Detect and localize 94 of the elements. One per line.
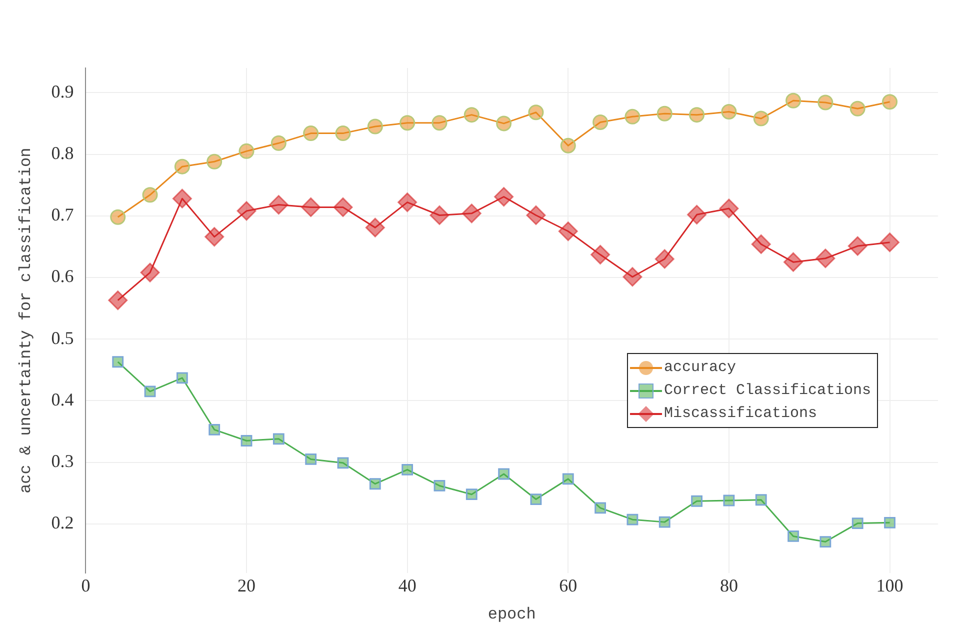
point <box>335 126 351 142</box>
point <box>691 495 702 507</box>
point <box>108 290 128 310</box>
point <box>852 518 864 529</box>
point <box>204 227 224 247</box>
point <box>850 100 866 116</box>
point <box>236 201 256 221</box>
point <box>721 104 737 120</box>
point <box>369 478 381 490</box>
point <box>142 187 158 203</box>
point <box>880 232 900 252</box>
point <box>240 435 252 446</box>
point <box>751 234 771 254</box>
point <box>788 530 799 542</box>
legend-label: Miscassifications <box>664 405 817 422</box>
point <box>174 158 190 174</box>
point <box>367 118 383 134</box>
point <box>818 94 834 110</box>
point <box>140 262 160 282</box>
x-tick-label: 20 <box>238 576 256 596</box>
point <box>786 92 802 108</box>
point <box>687 204 707 224</box>
point <box>270 135 286 151</box>
point <box>172 188 192 208</box>
point <box>432 115 448 131</box>
x-tick-label: 80 <box>720 576 738 596</box>
point <box>656 106 672 122</box>
point <box>689 107 705 123</box>
point <box>624 108 640 124</box>
point <box>816 248 836 268</box>
y-tick-label: 0.4 <box>51 389 74 410</box>
point <box>654 249 674 269</box>
x-tick-label: 40 <box>398 576 416 596</box>
point <box>626 514 638 526</box>
point <box>723 494 735 506</box>
point <box>208 424 220 436</box>
y-tick-label: 0.7 <box>51 204 74 225</box>
point <box>820 536 832 548</box>
y-axis-title: acc & uncertainty for classification <box>16 148 35 494</box>
point <box>530 494 542 505</box>
point <box>526 206 546 225</box>
x-tick-label: 60 <box>559 576 578 596</box>
y-tick-label: 0.5 <box>51 328 74 348</box>
x-axis-title: epoch <box>488 606 536 624</box>
point <box>268 195 288 215</box>
point <box>498 468 510 480</box>
point <box>719 198 739 218</box>
point <box>558 222 578 242</box>
point <box>400 115 416 131</box>
x-tick-label: 100 <box>876 576 904 596</box>
x-tick-label: 0 <box>81 576 90 596</box>
point <box>206 154 222 170</box>
point <box>560 138 576 154</box>
point <box>176 372 188 384</box>
point <box>528 104 544 120</box>
point <box>464 107 480 123</box>
point <box>144 386 156 398</box>
point <box>337 457 349 469</box>
y-tick-label: 0.3 <box>51 451 74 472</box>
point <box>848 236 868 256</box>
point <box>272 433 284 445</box>
y-tick-label: 0.8 <box>51 142 74 163</box>
point <box>305 454 317 465</box>
point <box>365 218 385 238</box>
point <box>462 204 482 224</box>
y-tick-label: 0.2 <box>51 512 74 533</box>
y-tick-label: 0.9 <box>51 81 74 102</box>
point <box>301 197 321 217</box>
point <box>784 252 804 272</box>
point <box>496 116 512 132</box>
point <box>882 94 898 110</box>
point <box>562 473 574 485</box>
point <box>402 464 414 476</box>
point <box>110 209 126 225</box>
point <box>466 488 478 500</box>
point <box>398 192 418 212</box>
point <box>434 480 446 492</box>
point <box>430 206 450 225</box>
point <box>594 502 606 514</box>
point <box>303 126 319 142</box>
point <box>658 516 670 528</box>
point <box>590 244 610 264</box>
point <box>753 110 769 126</box>
point <box>622 267 642 287</box>
point <box>112 356 124 368</box>
y-tick-label: 0.6 <box>51 266 74 286</box>
point <box>238 143 254 159</box>
point <box>755 494 767 506</box>
point <box>592 114 608 130</box>
point <box>884 516 896 528</box>
point <box>333 197 353 217</box>
legend-label: accuracy <box>664 359 736 376</box>
legend-label: Correct Classifications <box>664 382 871 399</box>
point <box>494 187 514 207</box>
